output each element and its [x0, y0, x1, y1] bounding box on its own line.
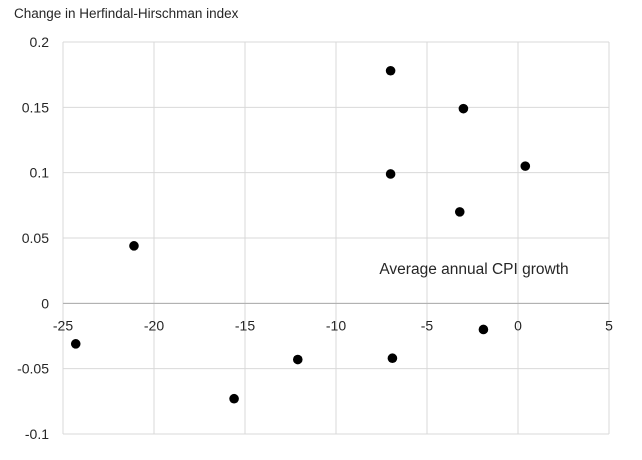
x-tick-label: -10	[326, 317, 346, 333]
y-tick-label: -0.1	[25, 426, 49, 442]
data-point	[458, 103, 469, 114]
chart-title: Change in Herfindal-Hirschman index	[14, 6, 239, 21]
x-tick-label: -15	[235, 317, 255, 333]
data-point	[520, 161, 531, 171]
data-point	[229, 393, 239, 404]
x-tick-label: -25	[53, 317, 73, 333]
data-point	[129, 241, 139, 251]
x-tick-label: 0	[514, 317, 522, 333]
y-tick-label: 0.15	[22, 99, 49, 115]
y-tick-label: 0	[41, 295, 49, 311]
x-tick-label: -20	[144, 317, 164, 333]
data-point	[385, 169, 396, 179]
data-point	[385, 65, 396, 76]
y-tick-label: 0.05	[22, 230, 49, 246]
x-tick-label: 5	[605, 317, 613, 333]
y-tick-label: -0.05	[17, 361, 49, 377]
data-point	[454, 207, 465, 217]
x-axis-label: Average annual CPI growth	[379, 261, 569, 278]
y-tick-label: 0.2	[30, 34, 50, 50]
data-point	[292, 354, 303, 365]
x-tick-label: -5	[421, 317, 434, 333]
data-point	[70, 339, 81, 349]
data-point	[387, 353, 398, 364]
y-tick-label: 0.1	[30, 165, 50, 181]
data-point	[478, 324, 489, 335]
